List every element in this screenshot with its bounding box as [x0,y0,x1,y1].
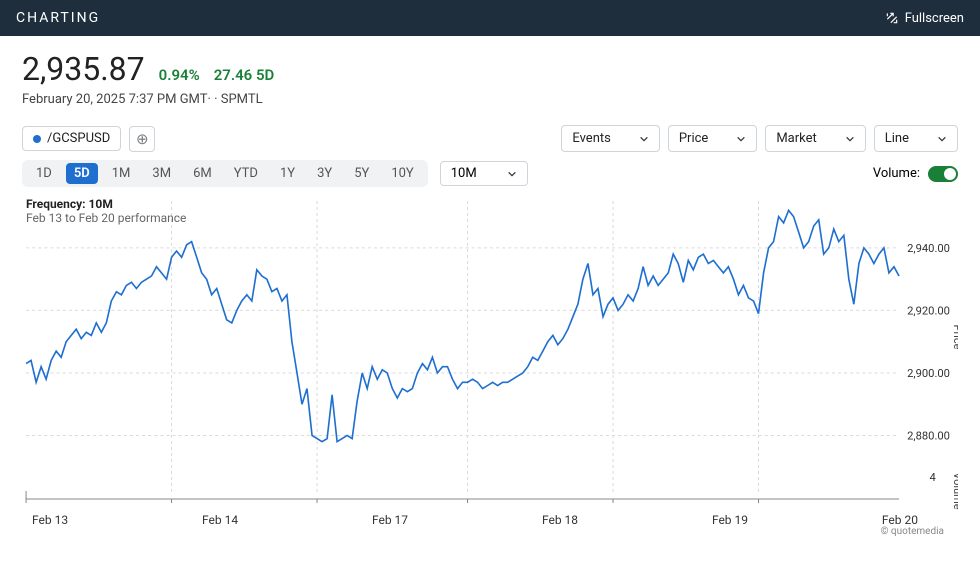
symbol: SPMTL [221,92,263,107]
plus-icon: ⊕ [136,130,149,148]
events-dropdown[interactable]: Events [561,125,659,152]
frequency-label: Frequency: 10M Feb 13 to Feb 20 performa… [26,197,186,225]
ticker-pill[interactable]: /GCSPUSD [22,126,121,151]
volume-toggle[interactable] [928,166,958,182]
market-label: Market [776,131,816,146]
chevron-down-icon [639,134,649,144]
range-1m[interactable]: 1M [104,163,139,184]
market-dropdown[interactable]: Market [765,125,865,152]
chart-type-dropdown[interactable]: Line [874,125,958,152]
x-tick: Feb 20 [882,513,918,527]
svg-text:2,920.00: 2,920.00 [907,305,950,318]
ticker-color-dot [33,135,41,143]
timestamp: February 20, 2025 7:37 PM GMT· [22,92,211,107]
percent-change: 0.94% [159,66,200,84]
header-bar: CHARTING Fullscreen [0,0,980,36]
price-dropdown[interactable]: Price [668,125,757,152]
chevron-down-icon [507,169,517,179]
range-3m[interactable]: 3M [144,163,179,184]
range-6m[interactable]: 6M [185,163,220,184]
x-tick: Feb 17 [372,513,408,527]
absolute-change: 27.46 5D [214,66,275,84]
x-tick: Feb 14 [202,513,238,527]
range-10y[interactable]: 10Y [383,163,421,184]
timestamp-row: February 20, 2025 7:37 PM GMT· · SPMTL [22,92,958,107]
x-tick: Feb 18 [542,513,578,527]
header-title: CHARTING [16,10,100,26]
fullscreen-button[interactable]: Fullscreen [885,11,964,26]
x-tick: Feb 13 [32,513,68,527]
svg-text:Volume: Volume [951,472,958,509]
svg-text:2,880.00: 2,880.00 [907,430,950,443]
credit: © quotemedia [22,526,958,537]
price-chart: Frequency: 10M Feb 13 to Feb 20 performa… [22,193,958,511]
fullscreen-icon [885,11,899,25]
fullscreen-label: Fullscreen [905,11,964,26]
events-label: Events [572,131,610,146]
svg-text:2,900.00: 2,900.00 [907,367,950,380]
x-tick: Feb 19 [712,513,748,527]
x-axis-labels: Feb 13 Feb 14 Feb 17 Feb 18 Feb 19 Feb 20 [22,511,958,527]
chevron-down-icon [736,134,746,144]
svg-text:Price: Price [951,325,958,350]
svg-text:4: 4 [930,471,936,484]
volume-label: Volume: [873,166,920,181]
range-1d[interactable]: 1D [28,163,60,184]
range-3y[interactable]: 3Y [309,163,340,184]
range-selector: 1D 5D 1M3M 6M YTD 1Y 3Y 5Y 10Y [22,160,428,187]
range-5y[interactable]: 5Y [346,163,377,184]
range-1y[interactable]: 1Y [272,163,303,184]
svg-text:2,940.00: 2,940.00 [907,242,950,255]
price-row: 2,935.87 0.94% 27.46 5D [22,50,958,88]
chart-type-label: Line [885,131,909,146]
range-5d[interactable]: 5D [66,163,98,184]
interval-dropdown[interactable]: 10M [440,161,528,186]
add-comparison-button[interactable]: ⊕ [129,126,155,152]
last-price: 2,935.87 [22,50,145,88]
price-label: Price [679,131,708,146]
chevron-down-icon [937,134,947,144]
interval-label: 10M [451,166,477,181]
range-ytd[interactable]: YTD [226,163,266,184]
ticker-label: /GCSPUSD [47,131,110,146]
chevron-down-icon [845,134,855,144]
